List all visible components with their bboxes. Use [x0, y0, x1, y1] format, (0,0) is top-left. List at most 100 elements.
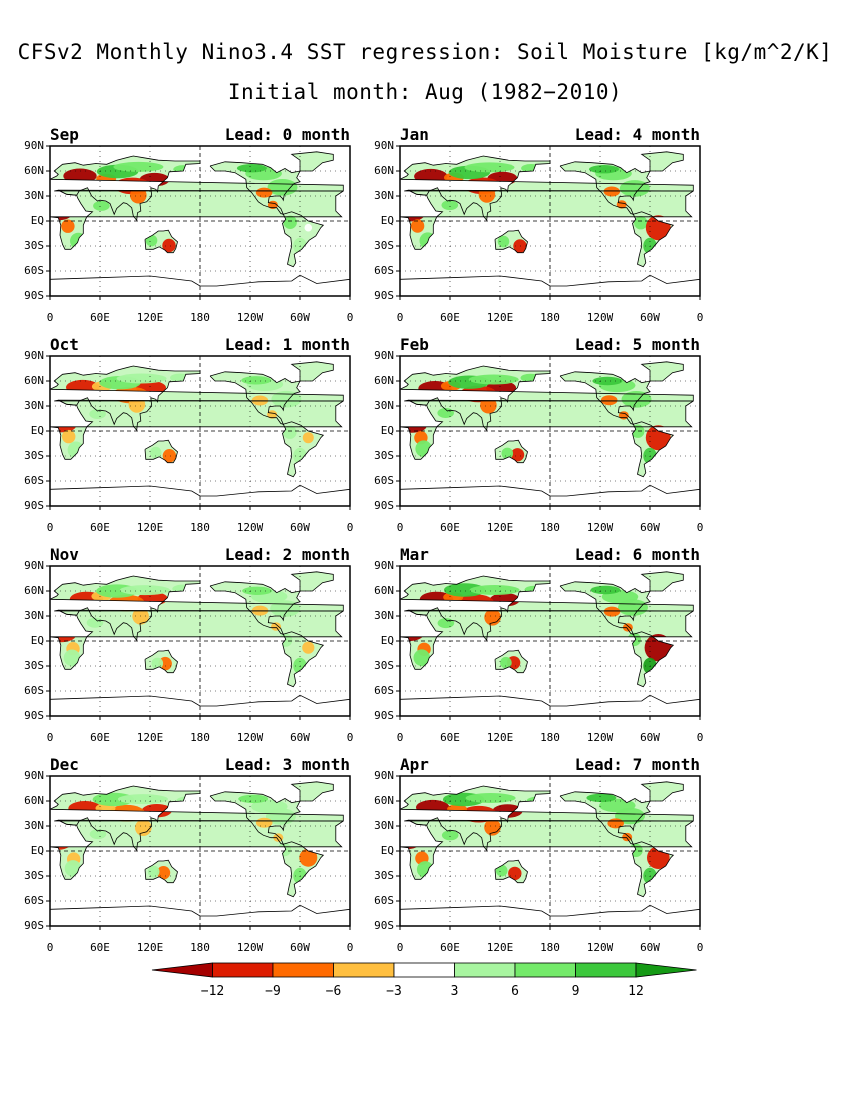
anomaly-blob — [89, 829, 107, 840]
anomaly-blob-south-america — [645, 425, 671, 451]
coastline — [282, 631, 325, 688]
panel-lead-label: Lead: 1 month — [224, 335, 350, 354]
anomaly-blob — [255, 187, 273, 198]
lon-label: 0 — [696, 311, 704, 324]
coastline — [290, 781, 334, 802]
colorbar-tick-label: 3 — [450, 984, 459, 999]
anomaly-blob — [510, 448, 525, 462]
colorbar-tick-label: −9 — [265, 984, 281, 999]
lon-label: 60W — [290, 521, 310, 534]
lon-label: 120E — [136, 521, 164, 534]
coastline — [399, 609, 694, 670]
colorbar-swatch — [514, 962, 576, 978]
anomaly-blob — [238, 794, 269, 804]
panel-lead-label: Lead: 3 month — [224, 755, 350, 774]
panel-month-label: Jan — [400, 125, 429, 144]
figure-title: CFSv2 Monthly Nino3.4 SST regression: So… — [17, 40, 833, 64]
map-panel-dec: Dec Lead: 3 month 90N 60N 30N EQ 30S 60S 90S 0 60E… — [0, 755, 360, 955]
colorbar-tick-label: −6 — [325, 984, 342, 999]
map-panel-sep: Sep Lead: 0 month 90N 60N 30N EQ 30S 60S 90S 0 60E… — [0, 125, 360, 325]
colorbar-tick-label: 12 — [628, 984, 644, 999]
anomaly-blob — [116, 373, 167, 384]
lon-label: 60E — [440, 521, 460, 534]
anomaly-blob — [267, 179, 298, 196]
coastline — [49, 155, 344, 222]
lat-label: 90N — [374, 769, 394, 782]
anomaly-blob — [50, 207, 73, 221]
lat-label: 60N — [24, 164, 44, 177]
anomaly-blob — [141, 804, 172, 818]
coastline — [290, 361, 334, 382]
anomaly-blob — [589, 165, 619, 174]
anomaly-blob — [501, 447, 514, 460]
anomaly-blob — [634, 216, 648, 230]
anomaly-blob — [468, 374, 519, 385]
coastline — [494, 229, 528, 254]
lon-label: 120E — [486, 941, 514, 954]
anomaly-blob — [250, 799, 288, 814]
lat-label: 60S — [24, 264, 44, 277]
lat-label: 30S — [24, 659, 44, 672]
lon-label: 120W — [236, 521, 264, 534]
lon-label: 60E — [440, 311, 460, 324]
anomaly-blob — [413, 649, 431, 666]
antarctica-coastline — [399, 274, 701, 287]
coastline — [49, 785, 344, 852]
lat-label: 90N — [24, 559, 44, 572]
lon-label: 60W — [290, 731, 310, 744]
map-panel-nov: Nov Lead: 2 month 90N 60N 30N EQ 30S 60S 90S 0 60E… — [0, 545, 360, 745]
anomaly-blob — [173, 165, 194, 174]
lat-label: 90N — [374, 139, 394, 152]
anomaly-blob — [603, 606, 621, 617]
colorbar-swatch — [393, 962, 455, 978]
anomaly-blob — [283, 215, 297, 229]
coastline — [49, 365, 344, 432]
lon-label: 120E — [486, 311, 514, 324]
anomaly-blob — [273, 833, 284, 842]
anomaly-blob — [443, 583, 486, 597]
lon-label: 0 — [696, 521, 704, 534]
lat-label: 90N — [24, 349, 44, 362]
coastline — [49, 819, 344, 880]
lat-label: 30N — [24, 189, 44, 202]
coastline — [144, 649, 178, 674]
anomaly-blob — [67, 441, 85, 459]
lat-label: EQ — [380, 634, 394, 647]
coastline — [399, 399, 694, 460]
coastline — [494, 439, 528, 464]
lat-label: 90S — [24, 499, 44, 512]
lat-label: 60N — [374, 164, 394, 177]
lon-label: 60W — [640, 941, 660, 954]
lat-label: 30S — [374, 239, 394, 252]
colorbar-tick-label: −12 — [200, 984, 225, 999]
anomaly-blob — [128, 396, 146, 413]
lon-label: 120E — [136, 311, 164, 324]
lon-label: 60E — [440, 731, 460, 744]
lat-label: 60N — [374, 584, 394, 597]
lat-label: 60N — [374, 374, 394, 387]
map-panel-mar: Mar Lead: 6 month 90N 60N 30N EQ 30S 60S 90S 0 60E… — [350, 545, 710, 745]
lon-label: 120W — [586, 941, 614, 954]
coastline — [399, 365, 694, 432]
lat-label: 30S — [24, 239, 44, 252]
lon-label: 180 — [540, 521, 560, 534]
anomaly-blob-south-america — [304, 223, 313, 232]
coastline — [49, 189, 344, 250]
anomaly-blob — [416, 799, 450, 815]
lat-label: 60S — [24, 684, 44, 697]
anomaly-blob — [469, 585, 520, 595]
anomaly-blob — [271, 390, 302, 408]
anomaly-blob — [622, 623, 633, 632]
lat-label: EQ — [380, 214, 394, 227]
anomaly-blob — [465, 793, 516, 803]
coastline — [399, 575, 694, 642]
anomaly-blob-south-america — [645, 215, 671, 241]
lat-label: 30S — [374, 659, 394, 672]
coastline — [290, 571, 334, 592]
anomaly-blob — [592, 376, 623, 386]
coastline — [632, 211, 675, 268]
panel-month-label: Nov — [50, 545, 79, 564]
colorbar-swatch — [575, 962, 637, 978]
panel-lead-label: Lead: 2 month — [224, 545, 350, 564]
anomaly-blob — [607, 818, 624, 829]
